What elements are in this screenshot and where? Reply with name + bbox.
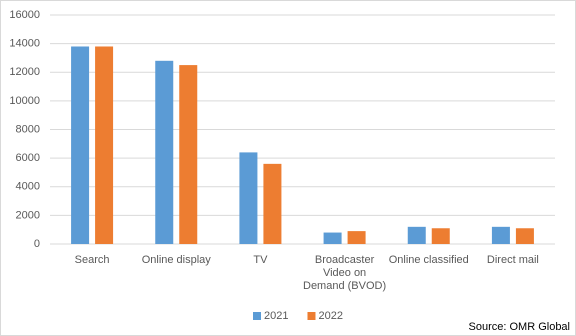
bar: [263, 163, 282, 244]
legend-label: 2022: [318, 310, 342, 322]
bar: [407, 226, 426, 244]
y-tick-label: 12000: [9, 66, 40, 78]
x-tick-label: TV: [253, 254, 268, 266]
bar: [491, 226, 510, 244]
bar: [95, 46, 114, 244]
bar: [179, 65, 198, 244]
bar: [155, 60, 174, 244]
x-tick-label: Online display: [141, 254, 211, 266]
y-tick-label: 2000: [16, 209, 40, 221]
y-tick-label: 6000: [16, 152, 40, 164]
bar: [239, 152, 258, 244]
bar: [347, 231, 366, 244]
y-tick-label: 8000: [16, 123, 40, 135]
y-tick-label: 4000: [16, 181, 40, 193]
legend-label: 2021: [264, 310, 288, 322]
x-tick-label: Online classified: [388, 254, 469, 266]
bar: [515, 228, 534, 244]
source-note: Source: OMR Global: [469, 321, 570, 333]
legend-swatch: [307, 312, 316, 320]
x-tick-label: Direct mail: [486, 254, 539, 266]
y-tick-label: 14000: [9, 38, 40, 50]
y-tick-label: 0: [34, 238, 40, 250]
y-tick-label: 16000: [9, 9, 40, 21]
bar: [323, 232, 342, 244]
y-tick-label: 10000: [9, 95, 40, 107]
legend-swatch: [253, 312, 261, 320]
x-tick-label: Broadcaster Video on Demand (BVOD): [303, 254, 387, 292]
bar: [71, 46, 90, 244]
bar: [431, 228, 450, 244]
x-tick-label: Search: [74, 254, 110, 266]
